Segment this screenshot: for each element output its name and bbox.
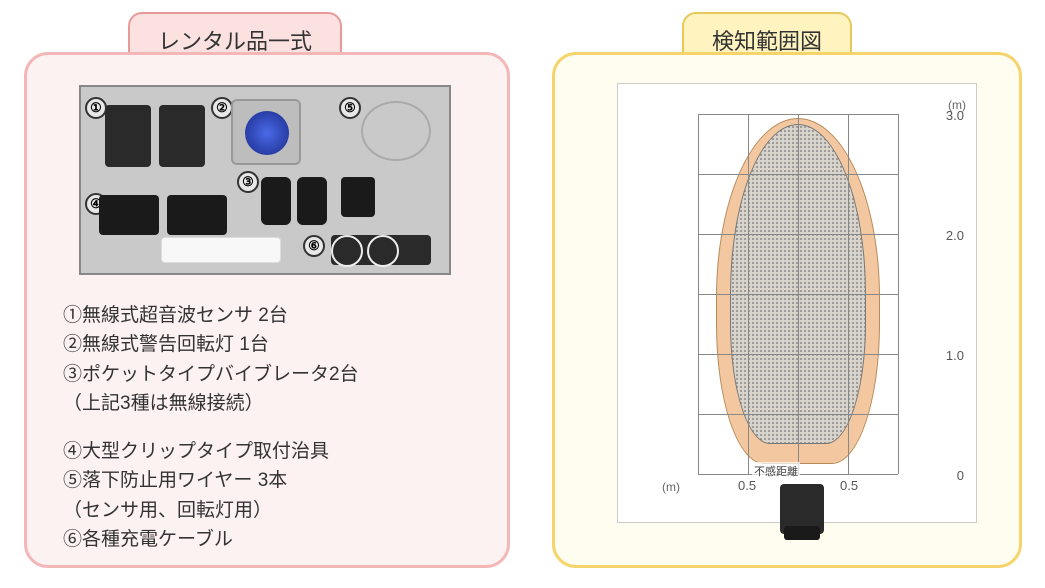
x-tick-label: 0.5 [840, 478, 858, 493]
vibrator-2-icon [297, 177, 327, 225]
list-gap [63, 419, 359, 437]
list-item: ①無線式超音波センサ 2台 [63, 301, 359, 330]
charger-icon [341, 177, 375, 217]
grid-v [798, 114, 799, 474]
photo-marker-3: ③ [237, 171, 259, 193]
warning-lamp-icon [231, 99, 301, 165]
list-item: （上記3種は無線接続） [63, 389, 359, 418]
insensitive-distance-label: 不感距離 [752, 462, 800, 480]
chart-grid [698, 114, 898, 474]
right-title-text: 検知範囲図 [712, 29, 822, 54]
x-unit-label: (m) [662, 480, 680, 494]
power-strip-icon [161, 237, 281, 263]
grid-v [748, 114, 749, 474]
grid-v [848, 114, 849, 474]
list-item: ⑤落下防止用ワイヤー 3本 [63, 466, 359, 495]
cables-icon [331, 235, 431, 265]
x-tick-label: 0.5 [738, 478, 756, 493]
vibrator-1-icon [261, 177, 291, 225]
list-item: ③ポケットタイプバイブレータ2台 [63, 360, 359, 389]
detection-range-chart: (m) (m) 3.0 2.0 1.0 0 0.5 0.5 不感距離 [617, 83, 977, 523]
sensor-1-icon [105, 105, 151, 167]
photo-marker-6: ⑥ [303, 235, 325, 257]
detection-range-panel: (m) (m) 3.0 2.0 1.0 0 0.5 0.5 不感距離 [552, 52, 1022, 568]
rental-items-panel: ① ② ⑤ ③ ④ ⑥ ①無線式超音波センサ 2台 ②無線式警告回転灯 1台 ③… [24, 52, 510, 568]
list-item: ④大型クリップタイプ取付治具 [63, 437, 359, 466]
photo-marker-1: ① [85, 97, 107, 119]
y-tick-label: 3.0 [946, 108, 964, 123]
list-item: ⑥各種充電ケーブル [63, 525, 359, 554]
list-item: （センサ用、回転灯用） [63, 496, 359, 525]
grid-v [898, 114, 899, 474]
photo-marker-2: ② [211, 97, 233, 119]
clip-2-icon [167, 195, 227, 235]
y-tick-label: 0 [957, 468, 964, 483]
left-title-text: レンタル品一式 [158, 29, 312, 54]
sensor-device-icon [780, 484, 824, 534]
sensor-2-icon [159, 105, 205, 167]
rental-items-list: ①無線式超音波センサ 2台 ②無線式警告回転灯 1台 ③ポケットタイプバイブレー… [63, 301, 359, 555]
y-tick-label: 1.0 [946, 348, 964, 363]
photo-marker-5: ⑤ [339, 97, 361, 119]
grid-v [698, 114, 699, 474]
wire-icon [361, 101, 431, 161]
y-tick-label: 2.0 [946, 228, 964, 243]
clip-1-icon [99, 195, 159, 235]
rental-items-photo: ① ② ⑤ ③ ④ ⑥ [79, 85, 451, 275]
list-item: ②無線式警告回転灯 1台 [63, 330, 359, 359]
